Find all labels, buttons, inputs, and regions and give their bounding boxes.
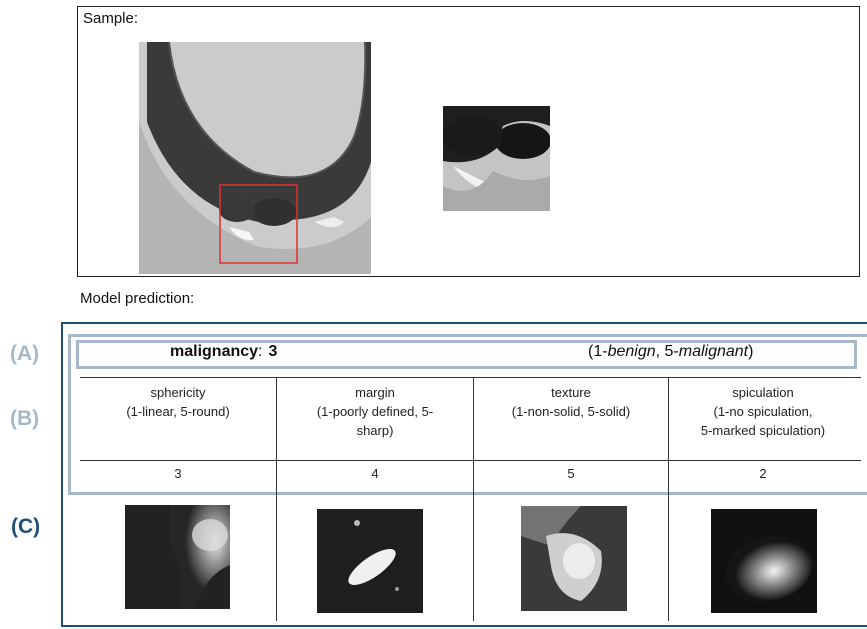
malignancy-text: malignancy: 3 bbox=[170, 343, 277, 361]
prediction-panel bbox=[61, 322, 867, 627]
feature-header-spiculation: spiculation (1-no spiculation, 5-marked … bbox=[669, 383, 857, 440]
attention-map-sphericity bbox=[125, 505, 230, 609]
feature-desc: (1-poorly defined, 5- bbox=[316, 404, 434, 419]
feature-desc: (1-non-solid, 5-solid) bbox=[511, 404, 631, 419]
score-texture: 5 bbox=[567, 466, 575, 481]
malignancy-colon: : bbox=[258, 343, 263, 360]
label-c: (C) bbox=[11, 515, 41, 538]
score-spiculation: 2 bbox=[759, 466, 767, 481]
score-margin: 4 bbox=[371, 466, 379, 481]
ct-scan-image bbox=[139, 42, 371, 274]
malignancy-name: malignancy bbox=[170, 343, 259, 360]
feature-name: spiculation bbox=[732, 385, 794, 400]
attention-map-texture bbox=[521, 506, 627, 611]
table-mid-rule bbox=[80, 460, 861, 461]
sample-label: Sample: bbox=[83, 10, 139, 27]
col-divider-2 bbox=[473, 377, 474, 621]
table-top-rule bbox=[80, 377, 861, 378]
sample-box: Sample: bbox=[77, 6, 860, 277]
malignancy-row-frame bbox=[76, 340, 857, 369]
col-divider-1 bbox=[276, 377, 277, 621]
feature-header-sphericity: sphericity (1-linear, 5-round) bbox=[80, 383, 276, 421]
feature-name: texture bbox=[551, 385, 591, 400]
feature-name: sphericity bbox=[150, 385, 206, 400]
feature-desc: (1-no spiculation, bbox=[713, 404, 813, 419]
feature-header-texture: texture (1-non-solid, 5-solid) bbox=[474, 383, 668, 421]
attention-map-spiculation bbox=[711, 509, 817, 613]
feature-desc: (1-linear, 5-round) bbox=[126, 404, 230, 419]
range-open: (1- bbox=[588, 343, 608, 360]
col-divider-3 bbox=[668, 377, 669, 621]
score-sphericity: 3 bbox=[174, 466, 182, 481]
range-mid: , 5- bbox=[655, 343, 679, 360]
range-close: ) bbox=[748, 343, 754, 360]
label-a: (A) bbox=[10, 342, 40, 365]
attribute-panel-frame bbox=[68, 334, 867, 495]
malignancy-value: 3 bbox=[268, 343, 278, 360]
attention-map-margin bbox=[317, 509, 423, 613]
feature-desc: 5-marked spiculation) bbox=[700, 423, 826, 438]
label-b: (B) bbox=[10, 407, 40, 430]
range-low: benign bbox=[607, 343, 656, 360]
feature-name: margin bbox=[355, 385, 395, 400]
feature-desc: sharp) bbox=[356, 423, 394, 438]
feature-header-margin: margin (1-poorly defined, 5- sharp) bbox=[277, 383, 473, 440]
range-high: malignant bbox=[678, 343, 749, 360]
malignancy-range: (1-benign, 5-malignant) bbox=[588, 343, 753, 361]
sample-crop-image bbox=[443, 106, 550, 211]
model-prediction-label: Model prediction: bbox=[80, 290, 195, 307]
